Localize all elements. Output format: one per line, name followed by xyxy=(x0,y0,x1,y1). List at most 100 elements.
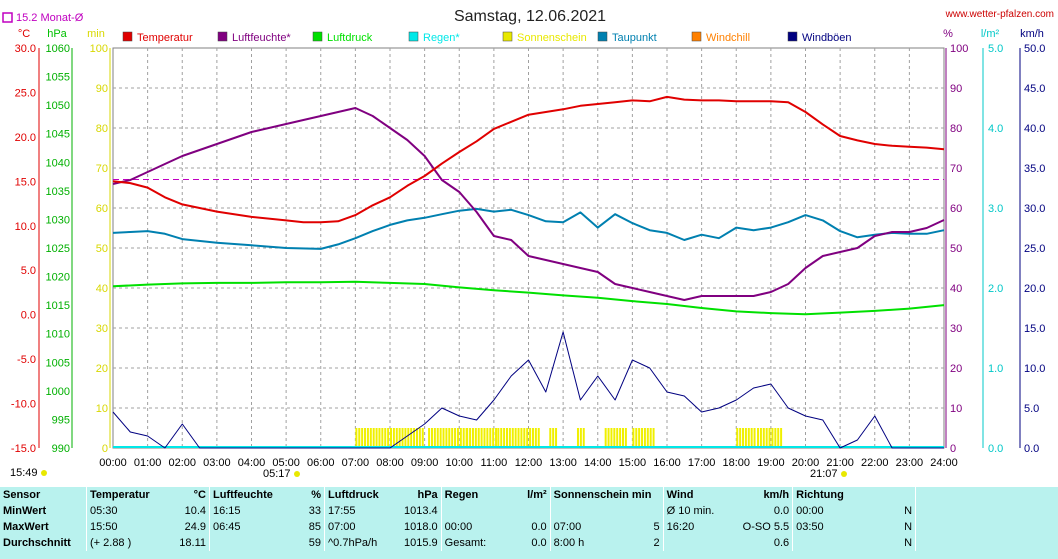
sunshine-bar xyxy=(433,428,436,448)
press-value: 1015.9 xyxy=(404,537,438,549)
sunshine-bar xyxy=(616,428,619,448)
sunshine-tick-label: 30 xyxy=(96,323,108,335)
stats-table: Sensor Temperatur °C Luftfeuchte % Luftd… xyxy=(0,487,1053,551)
sun-value: 5 xyxy=(653,521,660,533)
sunrise-label: 05:17 xyxy=(263,468,291,480)
sunshine-bar xyxy=(390,428,392,448)
sunshine-bar xyxy=(448,428,451,448)
x-tick-label: 23:00 xyxy=(896,457,924,469)
temp-tick-label: 25.0 xyxy=(15,87,36,99)
sunshine-bar xyxy=(486,428,489,448)
stats-header-row: Sensor Temperatur °C Luftfeuchte % Luftd… xyxy=(0,487,1053,503)
sunshine-bar xyxy=(375,428,378,448)
legend-label: Taupunkt xyxy=(612,32,657,44)
hdr-rain-unit: l/m² xyxy=(527,489,547,501)
sunshine-bar xyxy=(768,428,771,448)
hdr-wind: Wind xyxy=(662,487,740,503)
pressure-tick-label: 1025 xyxy=(46,243,70,255)
sunshine-bar xyxy=(610,428,613,448)
sunshine-bar xyxy=(508,428,511,448)
stats-blank-col xyxy=(915,519,1053,535)
legend-swatch xyxy=(408,31,419,42)
press-time: 07:00 xyxy=(324,519,401,535)
sunshine-bar xyxy=(415,428,418,448)
temp-tick-label: 30.0 xyxy=(15,43,36,55)
legend-swatch xyxy=(502,31,513,42)
legend-label: Luftdruck xyxy=(327,32,373,44)
sunshine-bar xyxy=(576,428,579,448)
wind-tick-label: 25.0 xyxy=(1024,243,1045,255)
sunshine-bar xyxy=(780,428,783,448)
sunshine-bar xyxy=(378,428,381,448)
sun-time xyxy=(549,503,635,519)
stats-blank-col xyxy=(915,535,1053,551)
humidity-tick-label: 50 xyxy=(950,243,962,255)
sunshine-bar xyxy=(641,428,644,448)
humidity-tick-label: 40 xyxy=(950,283,962,295)
site-url: www.wetter-pfalzen.com xyxy=(945,9,1054,20)
dir-value: N xyxy=(904,537,913,549)
temp-tick-label: -15.0 xyxy=(11,443,36,455)
stats-row-min: MinWert 05:30 10.4 16:15 33 17:55 1013.4… xyxy=(0,503,1053,519)
sunshine-tick-label: 20 xyxy=(96,363,108,375)
pressure-tick-label: 1030 xyxy=(46,214,70,226)
sunshine-tick-label: 60 xyxy=(96,203,108,215)
wind-tick-label: 35.0 xyxy=(1024,163,1045,175)
sunshine-bar xyxy=(398,428,401,448)
hdr-sun: Sonnenschein min xyxy=(549,487,664,503)
x-tick-label: 17:00 xyxy=(688,457,716,469)
hdr-temp: Temperatur xyxy=(86,487,163,503)
sunshine-bar xyxy=(355,428,358,448)
sunshine-tick-label: 40 xyxy=(96,283,108,295)
hdr-hum-unit: % xyxy=(311,489,321,501)
wind-tick-label: 20.0 xyxy=(1024,283,1045,295)
temp-time: 05:30 xyxy=(86,503,163,519)
sunshine-bar xyxy=(523,428,526,448)
dir-value: N xyxy=(904,505,913,517)
sunshine-bar xyxy=(750,428,753,448)
pressure-tick-label: 990 xyxy=(52,443,70,455)
sunshine-bar xyxy=(401,428,404,448)
hdr-press: Luftdruck xyxy=(324,487,401,503)
sunshine-bar xyxy=(514,428,517,448)
sunshine-bar xyxy=(517,428,520,448)
wind-tick-label: 30.0 xyxy=(1024,203,1045,215)
sunshine-bar xyxy=(421,428,424,448)
monthly-avg-label: 15.2 Monat-Ø xyxy=(16,12,84,24)
x-tick-label: 10:00 xyxy=(445,457,473,469)
wind-value: O-SO 5.5 xyxy=(742,521,790,533)
series-line-taupunkt xyxy=(112,207,945,250)
sunshine-bar xyxy=(381,428,384,448)
dir-time xyxy=(792,535,860,551)
press-value: 1013.4 xyxy=(404,505,438,517)
hum-value: 85 xyxy=(308,521,321,533)
monthly-avg-marker-icon xyxy=(2,12,13,23)
sunshine-bar xyxy=(762,428,765,448)
humidity-tick-label: 80 xyxy=(950,123,962,135)
pressure-tick-label: 1020 xyxy=(46,272,70,284)
wind-time: 16:20 xyxy=(662,519,740,535)
humidity-tick-label: 90 xyxy=(950,83,962,95)
sunshine-bar xyxy=(646,428,649,448)
rain-tick-label: 2.0 xyxy=(988,283,1003,295)
sunshine-bar xyxy=(418,428,421,448)
stats-panel: Sensor Temperatur °C Luftfeuchte % Luftd… xyxy=(0,487,1058,559)
sunshine-tick-label: 10 xyxy=(96,403,108,415)
x-tick-label: 12:00 xyxy=(515,457,543,469)
legend-label: Windböen xyxy=(802,32,852,44)
sunshine-bar xyxy=(451,428,454,448)
hdr-dir-val xyxy=(859,487,916,503)
hum-time: 16:15 xyxy=(209,503,296,519)
sunshine-tick-label: 90 xyxy=(96,83,108,95)
x-tick-label: 13:00 xyxy=(549,457,577,469)
temp-tick-label: 10.0 xyxy=(15,221,36,233)
legend-swatch xyxy=(122,31,133,42)
chart-title: Samstag, 12.06.2021 xyxy=(454,8,606,25)
pressure-tick-label: 1060 xyxy=(46,43,70,55)
sunset-label: 21:07 xyxy=(810,468,838,480)
rain-tick-label: 0.0 xyxy=(988,443,1003,455)
sunshine-bar xyxy=(619,428,622,448)
sunshine-bar xyxy=(529,428,532,448)
sunshine-bar xyxy=(652,428,655,448)
wind-time: Ø 10 min. xyxy=(662,503,740,519)
